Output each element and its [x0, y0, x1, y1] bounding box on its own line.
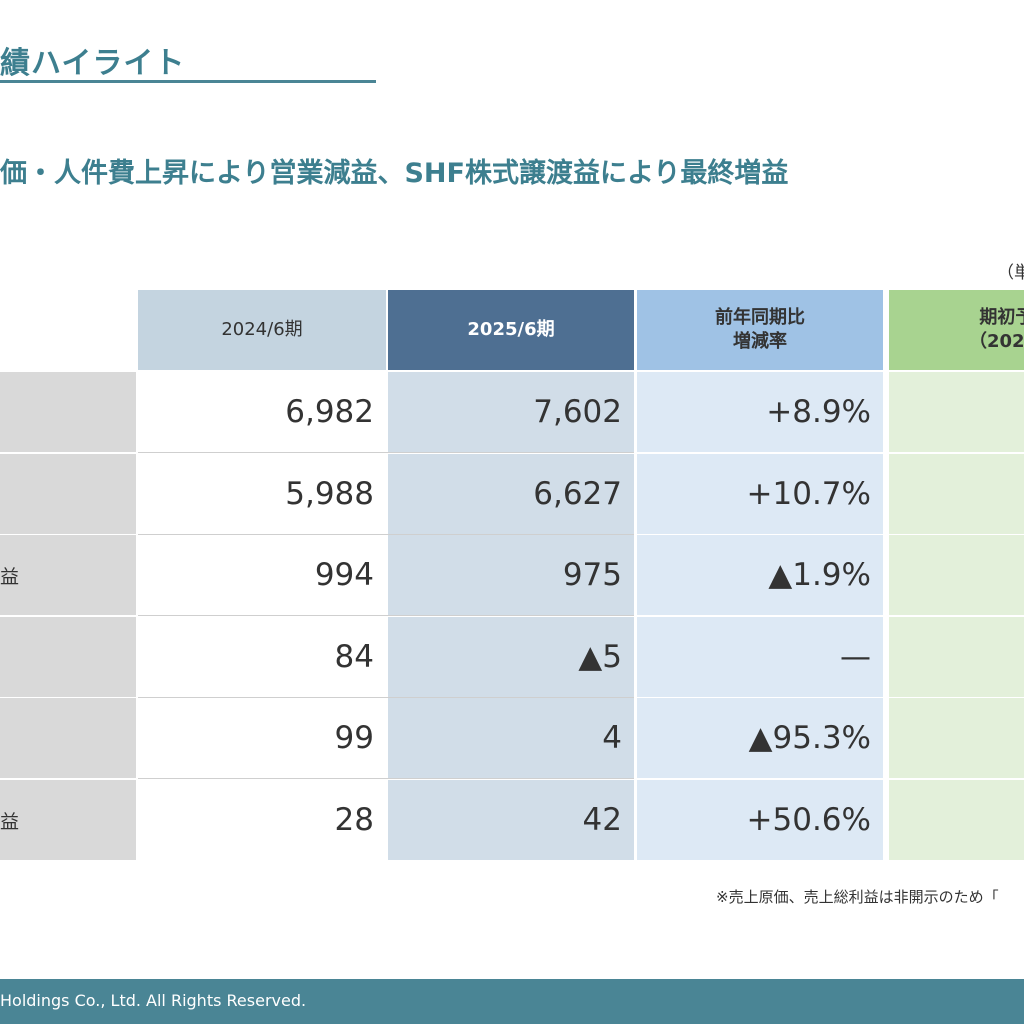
row-divider	[138, 697, 634, 698]
column-header-yoy-line2: 増減率	[733, 331, 787, 352]
row-label: 益	[0, 780, 136, 860]
row-label	[0, 372, 136, 452]
table-cell	[889, 535, 1024, 615]
table-cell: +10.7%	[637, 454, 883, 534]
page-title: 績ハイライト	[0, 46, 186, 81]
title-underline	[0, 80, 376, 83]
table-cell	[889, 698, 1024, 778]
table-cell: 4	[388, 698, 634, 778]
table-cell	[889, 372, 1024, 452]
column-header-forecast: 期初予 （2025/	[889, 290, 1024, 370]
footnote: ※売上原価、売上総利益は非開示のため「	[716, 888, 999, 906]
table-cell: 975	[388, 535, 634, 615]
table-cell: 994	[138, 535, 386, 615]
table-cell: +50.6%	[637, 780, 883, 860]
footer-bar	[0, 979, 1024, 1024]
table-cell	[889, 780, 1024, 860]
table-cell	[889, 617, 1024, 697]
table-cell: 84	[138, 617, 386, 697]
copyright-text: Holdings Co., Ltd. All Rights Reserved.	[0, 991, 307, 1010]
row-divider	[138, 534, 634, 535]
table-cell: 7,602	[388, 372, 634, 452]
table-cell: 99	[138, 698, 386, 778]
column-header-2025: 2025/6期	[388, 290, 634, 370]
table-cell: ▲1.9%	[637, 535, 883, 615]
column-header-2024-label: 2024/6期	[221, 319, 303, 340]
column-header-2024: 2024/6期	[138, 290, 386, 370]
column-header-2025-label: 2025/6期	[467, 319, 555, 340]
table-cell: 42	[388, 780, 634, 860]
table-cell: 6,627	[388, 454, 634, 534]
table-cell: —	[637, 617, 883, 697]
column-header-yoy: 前年同期比 増減率	[637, 290, 883, 370]
table-cell	[889, 454, 1024, 534]
row-divider	[138, 615, 634, 616]
row-label	[0, 454, 136, 534]
row-label	[0, 617, 136, 697]
table-cell: 6,982	[138, 372, 386, 452]
row-divider	[138, 778, 634, 779]
page-subtitle: 価・人件費上昇により営業減益、SHF株式譲渡益により最終増益	[0, 158, 789, 189]
row-label	[0, 698, 136, 778]
table-cell: ▲95.3%	[637, 698, 883, 778]
row-label: 益	[0, 535, 136, 615]
column-header-yoy-line1: 前年同期比	[715, 307, 805, 328]
column-header-forecast-line1: 期初予	[979, 307, 1024, 328]
table-cell: 28	[138, 780, 386, 860]
table-cell: 5,988	[138, 454, 386, 534]
column-header-forecast-line2: （2025/	[969, 331, 1024, 352]
table-cell: ▲5	[388, 617, 634, 697]
table-cell: +8.9%	[637, 372, 883, 452]
row-divider	[138, 452, 634, 453]
unit-note: （単	[997, 263, 1024, 283]
